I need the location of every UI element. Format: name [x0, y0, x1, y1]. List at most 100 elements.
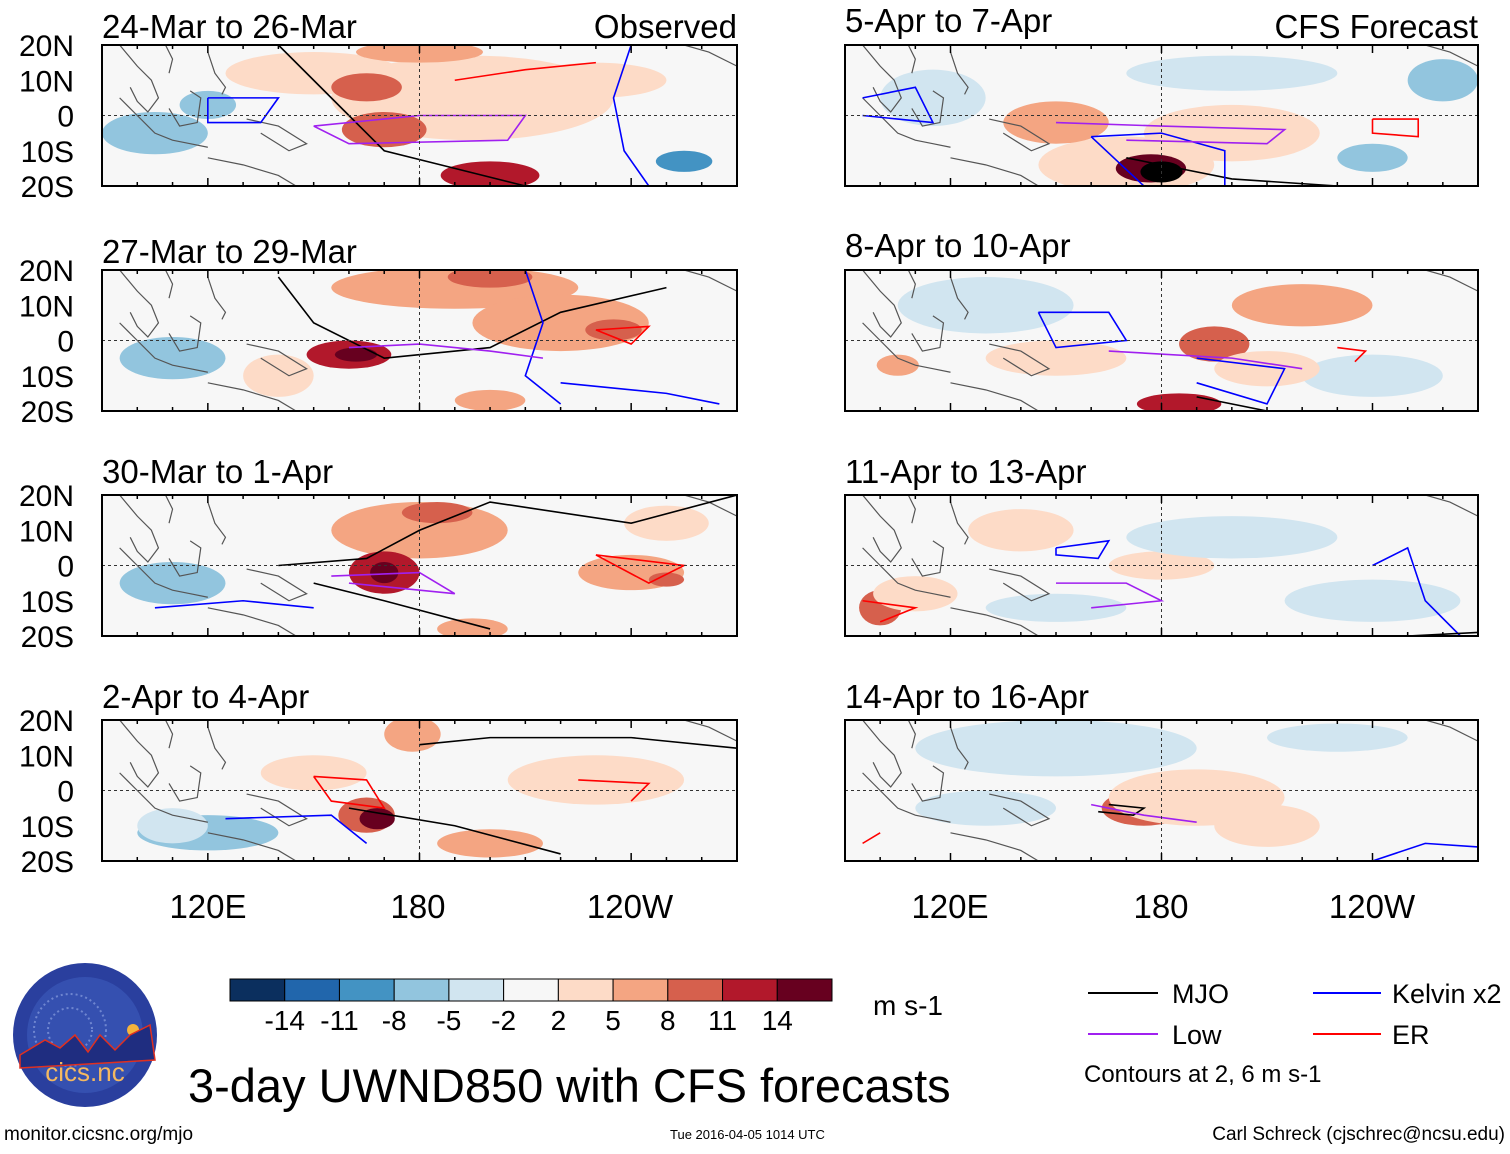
- panel-title: 11-Apr to 13-Apr: [845, 453, 1087, 490]
- wind-anomaly-shading: [440, 161, 540, 186]
- coastline: [246, 118, 308, 152]
- coastline: [207, 157, 297, 186]
- lat-label: 10N: [19, 515, 74, 548]
- lon-label: 180: [390, 888, 445, 925]
- wind-anomaly-shading: [968, 509, 1074, 552]
- coastline: [683, 270, 737, 292]
- wind-anomaly-shading: [915, 720, 1197, 777]
- wave-contour: [1196, 396, 1268, 411]
- coastline: [246, 568, 308, 602]
- coastline: [949, 51, 969, 95]
- wind-anomaly-shading: [331, 73, 402, 102]
- wind-anomaly-shading: [915, 790, 1056, 826]
- coastline: [949, 276, 969, 320]
- wind-anomaly-shading: [447, 270, 533, 288]
- map-panel: [844, 494, 1479, 637]
- coastline: [989, 568, 1051, 602]
- map-panel: [101, 494, 738, 637]
- wave-contour: [560, 382, 720, 405]
- colorbar-tick: 2: [551, 1005, 567, 1036]
- wind-anomaly-shading: [1126, 516, 1338, 559]
- lat-label: 20N: [19, 705, 74, 738]
- map-panel: [844, 719, 1479, 862]
- coastline: [168, 765, 202, 802]
- wind-anomaly-shading: [437, 618, 508, 636]
- coastline: [119, 45, 160, 113]
- wind-anomaly-shading: [876, 354, 919, 376]
- coastline: [907, 720, 916, 749]
- lat-label: 10S: [21, 361, 74, 394]
- wind-anomaly-shading: [437, 829, 543, 858]
- coastline: [1425, 495, 1478, 517]
- lat-label: 0: [57, 551, 74, 584]
- figure-title: 3-day UWND850 with CFS forecasts: [188, 1059, 951, 1112]
- cics-logo: cics.nc: [13, 963, 157, 1107]
- wave-contour: [313, 775, 386, 810]
- wave-contour: [1337, 346, 1368, 363]
- colorbar-swatch: [284, 978, 340, 1002]
- wave-contour: [612, 45, 650, 186]
- coastline: [168, 315, 202, 352]
- coastline: [207, 832, 297, 861]
- wind-anomaly-shading: [1214, 804, 1320, 847]
- wave-contour: [1098, 803, 1147, 816]
- wind-anomaly-shading: [1302, 354, 1443, 397]
- wind-anomaly-shading: [655, 150, 713, 172]
- wave-contour: [225, 814, 368, 844]
- wave-contour: [1372, 842, 1478, 861]
- legend: MJO Kelvin x2 Low ER Contours at 2, 6 m …: [1084, 979, 1502, 1088]
- coastline: [949, 501, 969, 545]
- coastline: [949, 726, 969, 770]
- colorbar-tick: -5: [436, 1005, 461, 1036]
- wind-anomaly-shading: [1231, 284, 1373, 327]
- wave-contour: [207, 97, 280, 124]
- colorbar-swatch: [229, 978, 286, 1002]
- panel-title: 8-Apr to 10-Apr: [845, 227, 1071, 264]
- coastline: [207, 382, 297, 411]
- wind-anomaly-shading: [1284, 579, 1461, 622]
- lat-label: 20S: [21, 846, 74, 879]
- coastline: [862, 45, 902, 113]
- wave-contour: [277, 276, 667, 359]
- footer-url[interactable]: monitor.cicsnc.org/mjo: [4, 1124, 193, 1145]
- footer-author: Carl Schreck (cjschrec@ncsu.edu): [1212, 1124, 1505, 1145]
- lat-label: 20N: [19, 480, 74, 513]
- coastline: [907, 45, 916, 74]
- wave-contour: [419, 736, 737, 749]
- wave-contour: [1037, 311, 1128, 349]
- map-panel: [101, 269, 738, 412]
- map-panel: [844, 269, 1479, 412]
- wind-anomaly-shading: [897, 277, 1074, 334]
- wave-contour: [331, 571, 456, 595]
- colorbar-swatch: [776, 978, 833, 1002]
- logo-text: cics.nc: [45, 1057, 124, 1087]
- coastline: [862, 97, 951, 148]
- coastline: [246, 793, 308, 827]
- wave-contour: [578, 779, 651, 802]
- wave-contour: [154, 599, 314, 609]
- coastline: [119, 772, 208, 823]
- wind-anomaly-shading: [1108, 551, 1215, 580]
- wave-contour: [1371, 118, 1420, 138]
- lat-label: 10N: [19, 65, 74, 98]
- wave-contour: [862, 86, 935, 124]
- wave-contour: [595, 325, 651, 345]
- panel-title: 24-Mar to 26-Mar: [102, 8, 357, 45]
- colorbar-tick: 8: [660, 1005, 676, 1036]
- coastline: [207, 607, 297, 636]
- coastline: [683, 720, 737, 742]
- panel-title: 30-Mar to 1-Apr: [102, 453, 333, 490]
- coastline: [119, 97, 208, 148]
- coastline: [862, 270, 902, 338]
- contour-note: Contours at 2, 6 m s-1: [1084, 1061, 1321, 1088]
- wind-anomaly-shading: [1126, 55, 1338, 91]
- colorbar-swatch: [667, 978, 724, 1002]
- colorbar-tick: 5: [605, 1005, 621, 1036]
- lat-label: 10N: [19, 290, 74, 323]
- colorbar-tick: 11: [708, 1005, 737, 1036]
- coastline: [1425, 270, 1478, 292]
- coastline: [862, 772, 951, 823]
- wave-contour: [348, 807, 561, 855]
- legend-label: MJO: [1172, 979, 1229, 1009]
